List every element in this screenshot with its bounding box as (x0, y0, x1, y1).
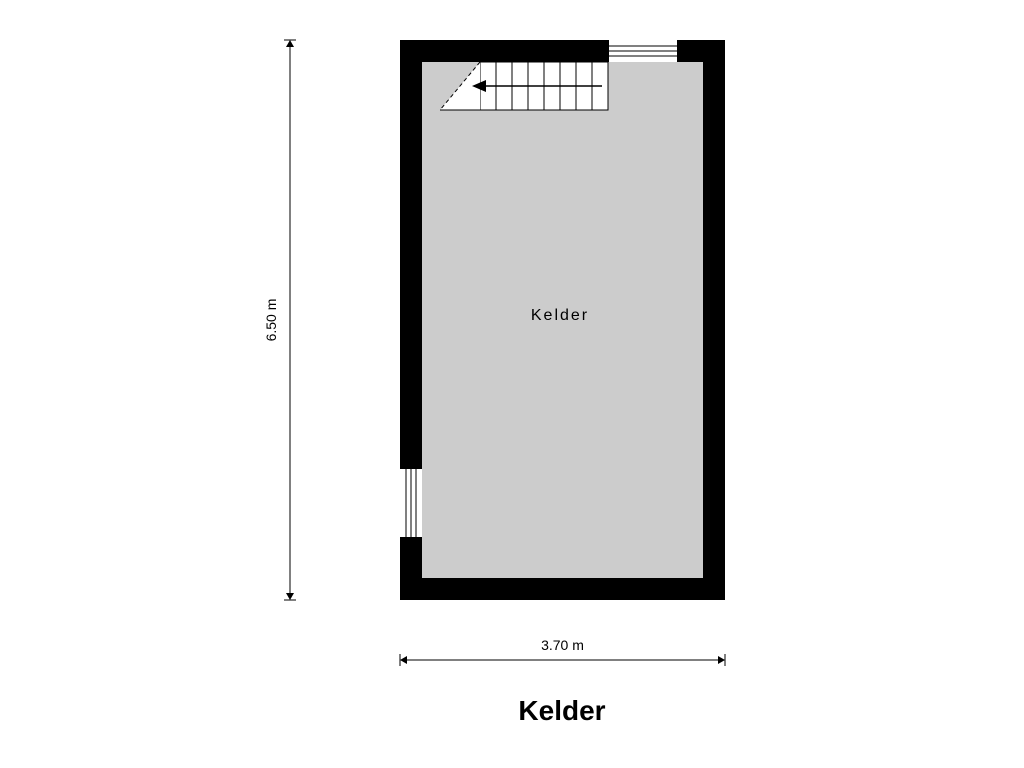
room-label: Kelder (531, 307, 589, 324)
dim-label-width: 3.70 m (541, 637, 584, 653)
floorplan-title: Kelder (518, 695, 605, 726)
dim-label-height: 6.50 m (263, 299, 279, 342)
floorplan-svg: Kelder 6.50 m 3.70 m Kelder (0, 0, 1024, 768)
